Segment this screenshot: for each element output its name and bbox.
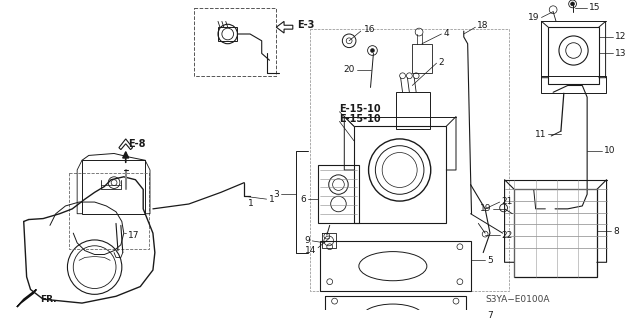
Text: 12: 12 xyxy=(615,33,627,41)
Text: 1: 1 xyxy=(269,195,275,204)
Text: 14: 14 xyxy=(305,246,316,255)
Text: 6: 6 xyxy=(301,195,307,204)
Text: 7: 7 xyxy=(487,311,493,319)
Text: E-8: E-8 xyxy=(127,139,145,149)
Text: 19: 19 xyxy=(479,204,491,213)
Text: 16: 16 xyxy=(364,25,375,33)
Bar xyxy=(541,76,605,93)
Text: 22: 22 xyxy=(502,231,513,240)
Text: 17: 17 xyxy=(127,231,139,240)
Bar xyxy=(325,296,466,319)
Bar xyxy=(354,126,446,223)
Circle shape xyxy=(571,2,575,6)
Text: 19: 19 xyxy=(528,13,540,22)
Text: 8: 8 xyxy=(613,227,619,236)
Text: 2: 2 xyxy=(438,58,444,67)
Bar xyxy=(218,27,237,41)
Text: 11: 11 xyxy=(535,130,547,138)
Text: 3: 3 xyxy=(273,190,279,199)
Text: 21: 21 xyxy=(502,197,513,205)
Text: S3YA−E0100A: S3YA−E0100A xyxy=(485,295,550,304)
Text: 13: 13 xyxy=(615,49,627,58)
Text: 1: 1 xyxy=(248,199,254,209)
Text: E-15-10: E-15-10 xyxy=(339,104,381,114)
Bar xyxy=(515,189,597,277)
Bar xyxy=(69,173,149,249)
Bar xyxy=(396,92,430,129)
Bar xyxy=(194,8,276,76)
Bar xyxy=(320,241,470,292)
Text: 4: 4 xyxy=(444,28,449,38)
Text: E-3: E-3 xyxy=(297,20,314,30)
Bar xyxy=(318,165,359,223)
Bar xyxy=(548,27,599,84)
Polygon shape xyxy=(276,21,293,33)
Bar xyxy=(412,44,432,73)
Circle shape xyxy=(371,48,374,52)
Polygon shape xyxy=(119,139,132,150)
Text: 20: 20 xyxy=(344,65,355,74)
Text: 5: 5 xyxy=(487,256,493,265)
Text: E-15-10: E-15-10 xyxy=(339,114,381,123)
Bar xyxy=(310,29,509,292)
Text: 9: 9 xyxy=(305,236,310,245)
Text: 10: 10 xyxy=(604,146,615,155)
Text: 15: 15 xyxy=(589,3,600,12)
Bar xyxy=(82,160,145,214)
Text: FR.: FR. xyxy=(40,295,57,304)
Text: 18: 18 xyxy=(477,21,489,30)
Polygon shape xyxy=(17,289,36,307)
